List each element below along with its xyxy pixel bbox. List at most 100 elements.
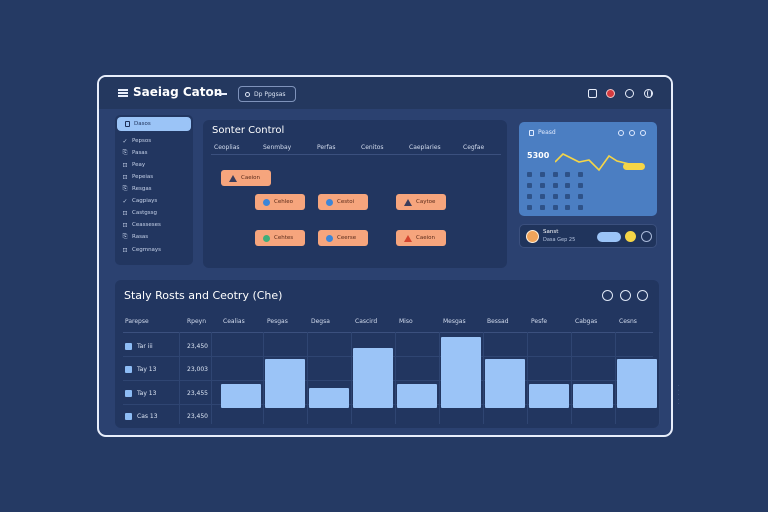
sidebar-item[interactable]: ⎘ Pasas [121,148,191,158]
chart-bar[interactable] [353,348,393,408]
status-dot-icon [326,234,333,242]
row-label: Tay 13 [137,390,157,397]
chip-label: Caeion [416,235,435,241]
chart-bar[interactable] [265,359,305,408]
control-chip[interactable]: Caeion [396,230,446,246]
sidebar-item-label: Pasas [132,150,148,156]
sidebar-item-label: Pepsos [132,138,152,144]
chart-bar[interactable] [529,384,569,408]
chart-bar[interactable] [441,337,481,408]
sidebar-item[interactable]: ⊡ Peay [121,160,191,170]
chart-bar[interactable] [573,384,613,408]
pin-icon[interactable] [641,231,652,242]
control-chip[interactable]: Cehleo [255,194,305,210]
sidebar-item-label: Cegmnays [132,247,162,253]
status-dot-icon [263,198,270,206]
settings-icon[interactable] [618,130,624,136]
row-value: 23,003 [187,366,208,373]
control-chip[interactable]: Cestoi [318,194,368,210]
check-icon: ✓ [122,197,128,205]
sidebar-item[interactable]: ⊡ Castgssg [121,208,191,218]
column-header: Caeplaries [409,144,441,151]
table-row[interactable]: Cas 13 [125,413,158,420]
divider [179,332,180,424]
column-header: Perfas [317,144,336,151]
document-icon [125,121,130,127]
column-header: Cegfae [463,144,485,151]
chart-category-label: Mesgas [443,318,466,325]
divider [351,332,352,424]
sidebar-item-label: Peay [132,162,146,168]
sidebar-item-label: Castgssg [132,210,157,216]
sidebar-item[interactable]: ⎘ Rasas [121,232,191,242]
user-card[interactable]: Sanst Dasa Gep 25 [519,224,657,248]
trend-card-title: Peasd [529,129,556,136]
box-icon: ⊡ [122,221,128,229]
menu-icon[interactable] [118,89,128,97]
record-icon[interactable] [606,89,615,98]
control-chip[interactable]: Ceerse [318,230,368,246]
star-icon[interactable] [625,231,636,242]
row-marker-icon [125,343,132,350]
chart-bar[interactable] [485,359,525,408]
sidebar-item-label: Cagpiays [132,198,158,204]
table-row[interactable]: Tay 13 [125,366,156,373]
divider [659,332,660,424]
trend-card-label: Peasd [538,129,556,136]
trend-card[interactable]: Peasd 5300 [519,122,657,216]
warning-icon [404,198,412,206]
chip-label: Caytoe [416,199,436,205]
calendar-grid [527,172,587,212]
sidebar-item[interactable]: ⊡ Cegmnays [121,245,191,255]
row-label: Tay 13 [137,366,157,373]
avatar[interactable] [526,230,539,243]
chart-category-label: Miso [399,318,413,325]
check-icon: ✓ [122,137,128,145]
sidebar-item[interactable]: ✓ Pepsos [121,136,191,146]
download-icon[interactable] [637,290,648,301]
copy-icon: ⎘ [122,233,128,240]
app-title: Saeiag Caton [133,85,223,99]
refresh-icon[interactable] [602,290,613,301]
info-icon[interactable] [640,130,646,136]
toggle-switch[interactable] [597,232,621,242]
control-chip[interactable]: Caeion [221,170,271,186]
control-chip[interactable]: Cehtes [255,230,305,246]
chart-bar[interactable] [617,359,657,408]
sidebar-item[interactable]: ✓ Cagpiays [121,196,191,206]
chart-bar[interactable] [309,388,349,408]
box-icon: ⊡ [122,161,128,169]
chart-bar[interactable] [221,384,261,408]
search-pill[interactable]: Dp Ppgsas [238,86,296,102]
sidebar-item-active[interactable]: Dasos [117,117,191,131]
row-marker-icon [125,366,132,373]
status-dot-icon [263,234,270,242]
row-marker-icon [125,390,132,397]
divider [483,332,484,424]
chip-label: Ceerse [337,235,357,241]
divider [211,154,501,155]
info-icon[interactable] [625,89,634,98]
globe-icon[interactable] [644,89,653,98]
table-row[interactable]: Tar iii [125,343,153,350]
sidebar-item-label: Resgas [132,186,152,192]
row-label: Cas 13 [137,413,158,420]
column-header: Cenitos [361,144,384,151]
search-icon [245,91,250,97]
sidebar-item[interactable]: ⊡ Ceasseses [121,220,191,230]
chart-category-label: Cabgas [575,318,598,325]
row-value: 23,455 [187,390,208,397]
chip-label: Caeion [241,175,260,181]
settings-icon[interactable] [620,290,631,301]
copy-icon: ⎘ [122,185,128,192]
chart-bar[interactable] [397,384,437,408]
table-row[interactable]: Tay 13 [125,390,156,397]
value-header: Rpeyn [187,318,207,325]
document-icon[interactable] [588,89,597,98]
wifi-icon[interactable] [629,130,635,136]
box-icon: ⊡ [122,209,128,217]
control-chip[interactable]: Caytoe [396,194,446,210]
column-header: Senmbay [263,144,292,151]
sidebar-item[interactable]: ⎘ Resgas [121,184,191,194]
sidebar-item[interactable]: ⊡ Pepeias [121,172,191,182]
